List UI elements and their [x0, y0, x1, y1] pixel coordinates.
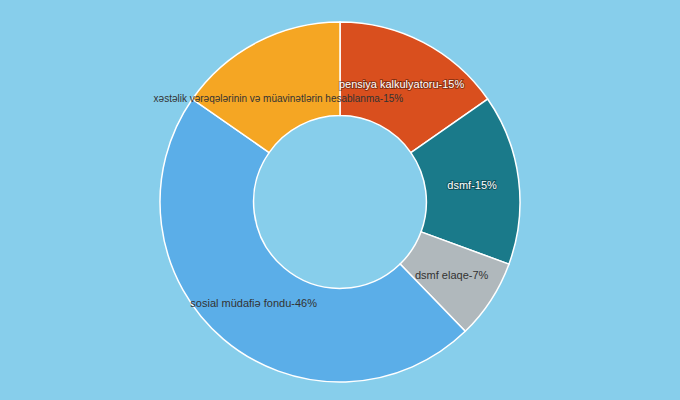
slice-label: pensiya kalkulyatoru-15% — [339, 78, 465, 90]
slice-label: dsmf elaqe-7% — [415, 269, 489, 281]
slices — [160, 22, 520, 382]
slice-label: dsmf-15% — [447, 179, 497, 191]
chart: pensiya kalkulyatoru-15% dsmf-15% dsmf ela… — [0, 0, 680, 400]
slice — [160, 99, 465, 382]
labels: pensiya kalkulyatoru-15% dsmf-15% dsmf ela… — [154, 78, 497, 310]
slice — [192, 22, 340, 153]
slice-label: xəstəlik vərəqələrinin və müavinətlərin … — [154, 93, 404, 104]
slice-label: sosial müdafiə fondu-46% — [190, 297, 317, 309]
